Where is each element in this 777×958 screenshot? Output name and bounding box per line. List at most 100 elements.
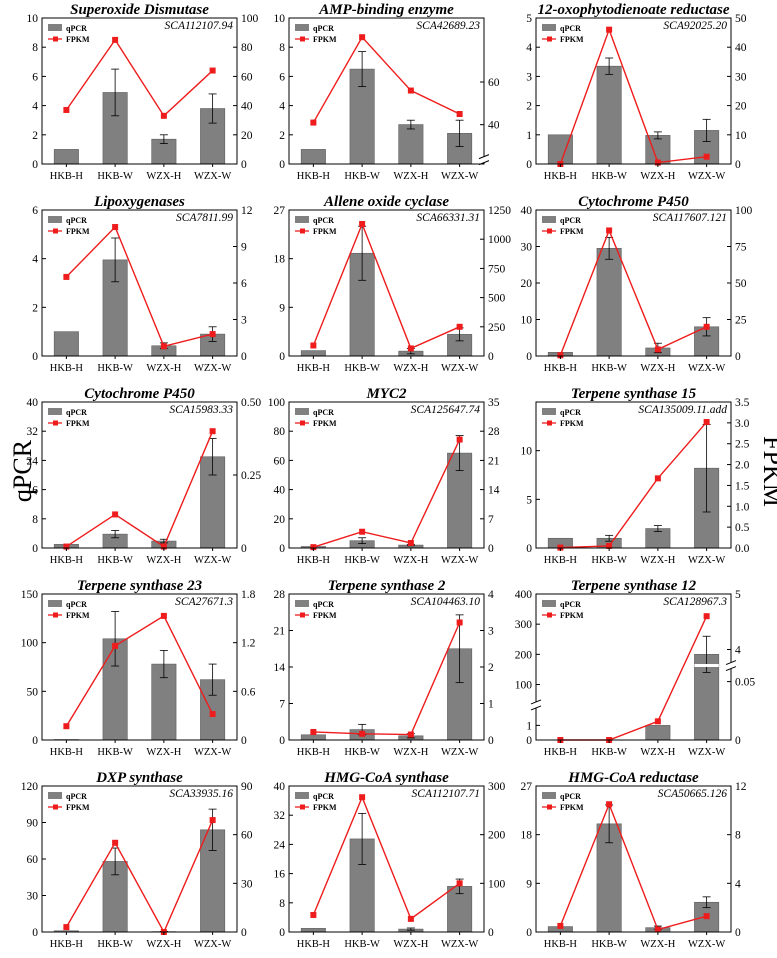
- legend-line-label: FPKM: [313, 419, 337, 428]
- fpkm-point: [703, 913, 710, 920]
- legend: qPCR FPKM: [295, 600, 337, 620]
- gene-id-label: SCA33935.16: [169, 788, 233, 800]
- fpkm-point: [209, 711, 216, 718]
- legend-bar-label: qPCR: [560, 408, 581, 417]
- legend-line-label: FPKM: [560, 611, 584, 620]
- chart-title: Cytochrome P450: [84, 386, 195, 402]
- chart-panel: MYC2 SCA125647.74 0 20 40 60 80 100 0 7 14 21 28 35 HK…: [268, 386, 500, 566]
- legend-bar-swatch: [542, 408, 556, 415]
- left-tick-label: 50: [27, 686, 39, 698]
- chart-title: Superoxide Dismutase: [70, 2, 209, 18]
- fpkm-point: [654, 346, 661, 353]
- left-tick-label: 30: [27, 891, 39, 903]
- category-label: HKB-H: [297, 363, 331, 374]
- left-tick-label: 100: [268, 397, 286, 409]
- category-label: WZX-H: [393, 555, 428, 566]
- fpkm-point: [310, 728, 317, 735]
- category-label: HKB-W: [344, 171, 380, 182]
- legend-bar-swatch: [295, 792, 309, 799]
- fpkm-point: [112, 224, 119, 231]
- fpkm-line: [560, 421, 708, 549]
- legend-bar-swatch: [48, 408, 62, 415]
- legend: qPCR FPKM: [295, 216, 337, 236]
- category-label: WZX-H: [146, 747, 181, 758]
- category-label: HKB-H: [297, 939, 331, 950]
- gene-id-label: SCA42689.23: [416, 20, 480, 32]
- left-tick-label: 28: [274, 589, 286, 601]
- qpcr-bar: [596, 248, 622, 357]
- left-tick-label: 100: [515, 680, 533, 692]
- legend-line-label: FPKM: [66, 35, 90, 44]
- legend-bar-label: qPCR: [313, 216, 334, 225]
- legend-line-marker: [300, 612, 305, 618]
- left-tick-label: 27: [274, 205, 286, 217]
- fpkm-point: [703, 323, 710, 330]
- axis-break-mark: [530, 705, 542, 711]
- left-tick-label: 1: [526, 130, 532, 142]
- left-tick-label: 20: [521, 278, 533, 290]
- chart-title: Terpene synthase 15: [571, 386, 697, 402]
- right-tick-label: 60: [241, 830, 253, 842]
- left-tick-label: 400: [515, 589, 533, 601]
- category-label: HKB-W: [344, 363, 380, 374]
- axis-break-mark: [530, 699, 542, 705]
- left-tick-label: 40: [274, 485, 286, 497]
- fpkm-point: [606, 542, 613, 549]
- fpkm-point: [359, 34, 366, 41]
- category-label: WZX-W: [688, 939, 725, 950]
- left-tick-label: 0: [32, 159, 38, 171]
- right-tick-label: 4: [735, 644, 741, 656]
- plot-frame: [288, 401, 485, 549]
- fpkm-point: [160, 112, 167, 119]
- fpkm-point: [557, 352, 564, 359]
- fpkm-point: [606, 26, 613, 33]
- left-tick-label: 0: [32, 735, 38, 747]
- chart-panel: AMP-binding enzyme SCA42689.23 0 2 4 6 8 10 40 60…: [274, 2, 500, 182]
- legend-bar-label: qPCR: [66, 600, 87, 609]
- legend-bar-label: qPCR: [313, 792, 334, 801]
- legend: qPCR FPKM: [295, 24, 337, 44]
- category-label: HKB-H: [544, 555, 578, 566]
- right-tick-label: 0.0: [735, 543, 750, 555]
- category-label: HKB-H: [544, 747, 578, 758]
- legend-bar-swatch: [542, 216, 556, 223]
- left-tick-label: 16: [274, 869, 286, 881]
- chart-panel: Terpene synthase 2SCA104463.100714212801…: [274, 578, 495, 758]
- right-tick-label: 60: [488, 77, 500, 89]
- right-tick-label: 50: [735, 278, 747, 290]
- left-tick-label: 6: [279, 71, 285, 83]
- left-tick-label: 9: [526, 878, 532, 890]
- left-tick-label: 0: [32, 543, 38, 555]
- legend-line-marker: [547, 804, 552, 810]
- legend-bar-label: qPCR: [560, 600, 581, 609]
- right-tick-label: 250: [488, 322, 506, 334]
- category-label: WZX-H: [640, 555, 675, 566]
- qpcr-bar: [300, 350, 326, 357]
- fpkm-line: [65, 819, 214, 934]
- right-tick-label: 0.6: [241, 686, 256, 698]
- fpkm-point: [310, 119, 317, 126]
- left-tick-label: 60: [27, 854, 39, 866]
- right-tick-label: 12: [241, 205, 253, 217]
- legend: qPCR FPKM: [48, 24, 90, 44]
- legend: qPCR FPKM: [542, 216, 584, 236]
- right-tick-label: 0: [735, 351, 741, 363]
- left-tick-label: 14: [274, 662, 286, 674]
- left-tick-label: 24: [27, 455, 39, 467]
- left-tick-label: 0: [526, 735, 532, 747]
- legend-bar-label: qPCR: [66, 24, 87, 33]
- legend-bar-swatch: [48, 792, 62, 799]
- gene-id-label: SCA117607.121: [653, 212, 727, 224]
- right-tick-label: 2.5: [735, 439, 750, 451]
- fpkm-point: [310, 342, 317, 349]
- fpkm-line: [65, 225, 213, 348]
- left-tick-label: 8: [32, 514, 38, 526]
- fpkm-line: [559, 802, 707, 931]
- gene-id-label: SCA104463.10: [411, 596, 481, 608]
- fpkm-line: [312, 36, 460, 123]
- right-tick-label: 60: [241, 71, 253, 83]
- category-label: HKB-W: [591, 939, 627, 950]
- fpkm-point: [63, 106, 70, 113]
- right-tick-label: 0: [241, 927, 247, 939]
- fpkm-point: [359, 221, 366, 228]
